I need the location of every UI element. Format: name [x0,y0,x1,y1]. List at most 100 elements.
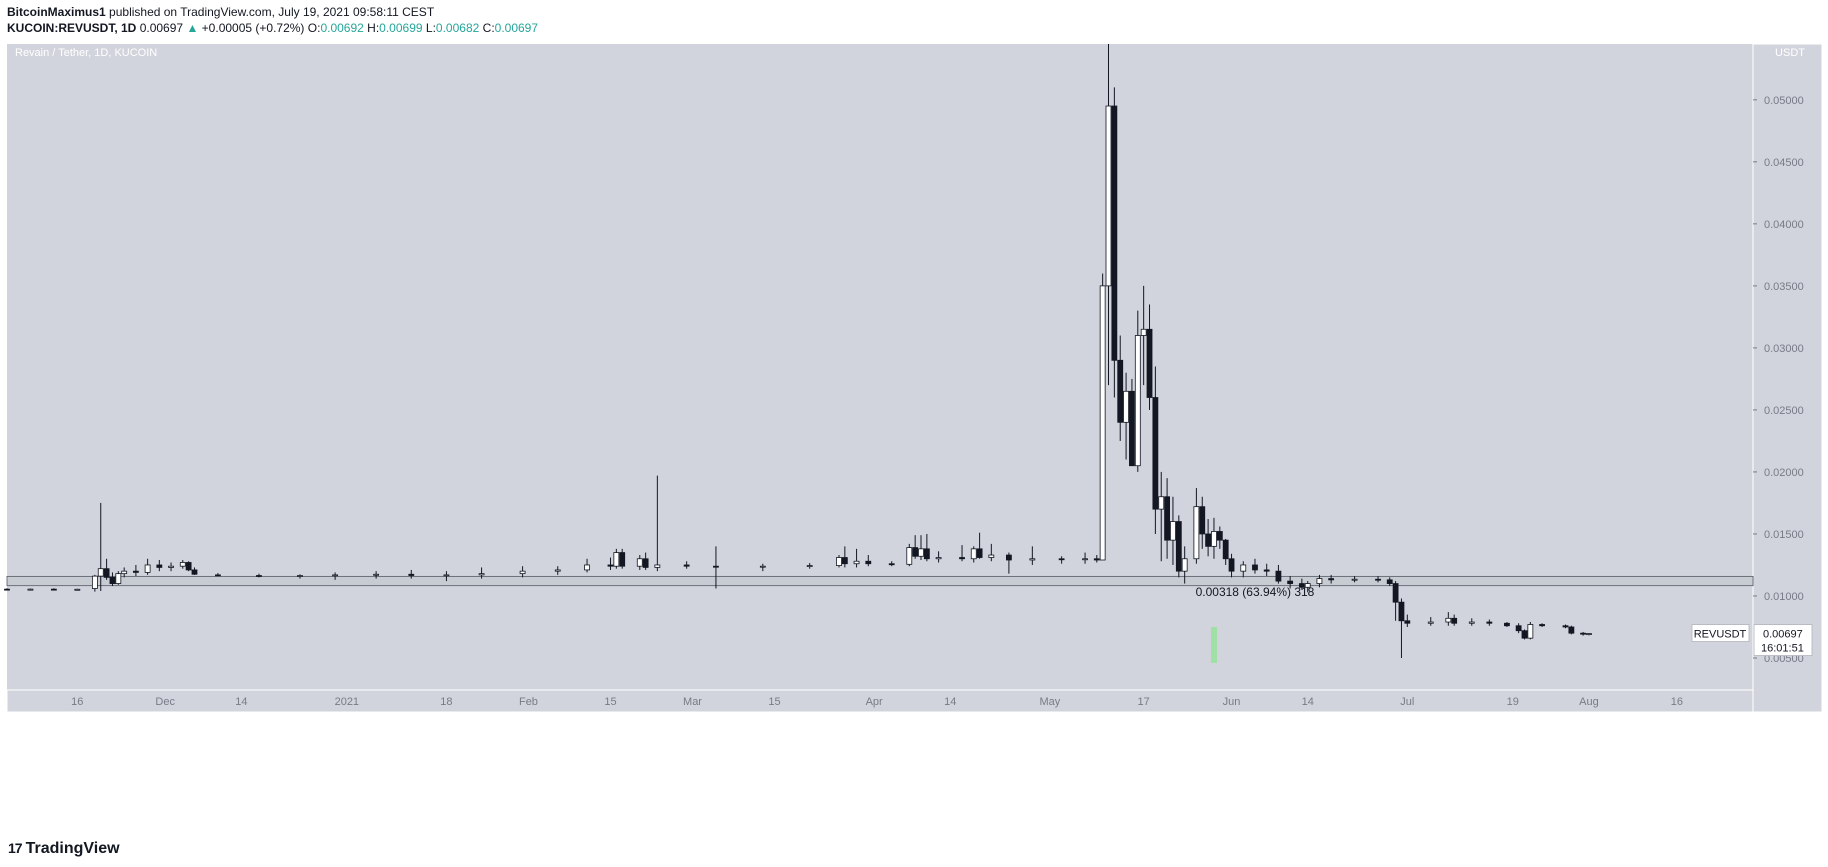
candle-5 [97,502,104,592]
candle-body [1129,390,1135,467]
candle-23 [443,571,450,582]
chart-title: Revain / Tether, 1D, KUCOIN [15,47,157,59]
candle-body [683,564,690,567]
price-tick-1: 0.04500 [1764,157,1804,169]
ohlc-open-value: 0.00692 [320,21,364,35]
candle-103 [1539,623,1545,627]
time-tick-1: Dec [155,696,175,708]
candle-body [408,573,415,576]
candle-body [1351,578,1358,581]
candle-body [4,588,10,591]
candle-30 [619,548,626,569]
candle-body [1298,583,1305,588]
price-tick-3: 0.03500 [1764,281,1804,293]
ohlc-high-label: H: [367,21,380,35]
change-arrow-icon: ▲ [186,21,199,35]
change-text: +0.00005 (+0.72%) [201,21,305,35]
candle-body [1199,506,1206,535]
candle-19 [297,574,303,579]
candle-25 [519,566,526,578]
candle-body [191,569,198,575]
candle-body [215,574,221,577]
candle-body [619,552,626,567]
candle-78 [1228,553,1235,578]
candle-body [97,568,104,577]
candle-52 [1005,552,1012,574]
candle-20 [332,572,339,580]
candle-73 [1199,496,1206,549]
tv-logo-icon: 17 [8,840,23,856]
candle-68 [1164,478,1170,559]
candle-body [1146,328,1153,398]
candle-body [1205,533,1212,547]
candle-body [1117,359,1124,423]
currency-label: USDT [1775,47,1805,59]
candle-35 [713,546,719,589]
ohlc-low-value: 0.00682 [435,21,480,35]
candle-6 [103,558,110,580]
candle-body [613,552,620,567]
candle-body [1427,621,1434,624]
candle-24 [478,567,485,579]
time-tick-14: 14 [1302,696,1314,708]
time-tick-12: 17 [1138,696,1150,708]
candle-9 [121,567,128,578]
candle-22 [408,569,415,579]
candle-body [806,565,813,567]
candle-body [332,574,339,577]
candle-body [103,568,110,578]
candle-body [1029,558,1036,561]
price-axis[interactable] [1752,44,1823,713]
candle-body [1580,632,1586,635]
candle-58 [1105,44,1112,386]
candle-body [713,565,719,568]
time-tick-labels: 16 Dec 14 2021 18 Feb 15 Mar 15 Apr 14 May 17 Jun 14 Ju… [71,696,1683,708]
tradingview-logo[interactable]: 17 TradingView [8,840,120,858]
candle-body [1099,285,1106,561]
candle-72 [1193,488,1200,564]
candle-79 [1240,561,1247,578]
candle-body [1111,105,1118,361]
candles-group [4,44,1592,658]
candle-67 [1158,471,1165,562]
candle-body [121,570,128,575]
candle-91 [1392,581,1399,621]
candle-29 [613,548,620,569]
candle-body [642,558,649,568]
candle-77 [1222,538,1229,565]
candle-70 [1175,515,1182,578]
chart-area[interactable]: 0.05000 0.04500 0.04000 0.03500 0.03000 0.025… [0,44,1828,834]
price-tick-labels: 0.05000 0.04500 0.04000 0.03500 0.03000 0.025… [1753,95,1804,665]
price-label: REVUSDT 0.00697 16:01:51 [1691,624,1813,656]
candle-62 [1129,378,1135,467]
candle-27 [584,558,590,573]
candle-body [1140,328,1147,336]
footer: 17 TradingView [8,840,120,862]
candle-99 [1504,622,1510,627]
candle-body [1304,583,1311,588]
plot-background[interactable] [7,44,1753,712]
author-name[interactable]: BitcoinMaximus1 [7,5,106,19]
candle-body [1134,335,1141,467]
candle-97 [1468,618,1475,626]
tv-logo-text: TradingView [25,840,120,857]
time-tick-18: 16 [1671,696,1683,708]
candle-body [132,570,139,573]
ohlc-low-label: L: [425,21,436,35]
candle-61 [1123,372,1129,460]
candle-body [115,573,122,584]
candle-body [1568,626,1575,634]
time-tick-16: 19 [1507,696,1519,708]
time-axis[interactable] [6,689,1754,713]
candle-15 [185,561,192,572]
candlestick-chart[interactable]: 0.05000 0.04500 0.04000 0.03500 0.03000 0.025… [0,44,1828,834]
candle-body [1193,506,1200,560]
time-tick-10: 14 [944,696,956,708]
candle-60 [1117,335,1124,441]
candle-41 [865,555,872,567]
measure-label: 0.00318 (63.94%) 318 [1196,585,1315,599]
candle-body [1105,105,1112,287]
candle-57 [1099,273,1106,561]
candle-4 [91,574,98,592]
countdown-tag: 16:01:51 [1761,643,1804,655]
